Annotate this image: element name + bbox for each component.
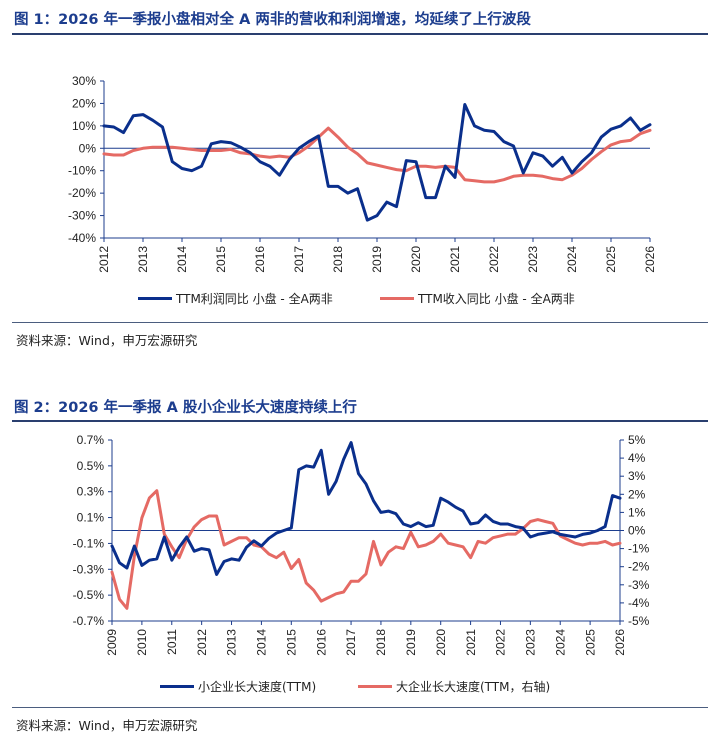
x-tick-label: 2019	[370, 246, 384, 273]
right-y-tick-label: -4%	[628, 596, 650, 610]
legend-label-revenue: TTM收入同比 小盘 - 全A两非	[418, 292, 575, 306]
x-tick-label: 2010	[135, 629, 149, 656]
series-line-large-firm	[110, 489, 622, 610]
figure2-legend-large: 大企业长大速度(TTM，右轴)	[358, 678, 550, 695]
right-y-tick-label: -5%	[628, 614, 650, 628]
figure2-bottom-rule	[12, 707, 708, 708]
figure1-title: 图 1：2026 年一季报小盘相对全 A 两非的营收和利润增速，均延续了上行波段	[14, 12, 531, 28]
x-tick-label: 2013	[225, 629, 239, 656]
x-tick-label: 2016	[314, 629, 328, 656]
x-tick-label: 2022	[487, 246, 501, 273]
x-tick-label: 2021	[464, 629, 478, 656]
legend-swatch-navy	[160, 685, 194, 688]
x-tick-label: 2026	[613, 629, 627, 656]
x-tick-label: 2020	[409, 246, 423, 273]
right-y-tick-label: 0%	[628, 524, 646, 538]
left-y-tick-label: 0.5%	[77, 459, 105, 473]
legend-swatch-salmon	[380, 297, 414, 300]
x-tick-label: 2014	[175, 246, 189, 273]
left-y-tick-label: 0.3%	[77, 485, 105, 499]
figure1-source: 资料来源：Wind，申万宏源研究	[16, 333, 198, 348]
x-tick-label: 2025	[583, 629, 597, 656]
x-tick-label: 2022	[494, 629, 508, 656]
legend-label-profit: TTM利润同比 小盘 - 全A两非	[176, 292, 333, 306]
left-y-tick-label: -0.5%	[73, 588, 105, 602]
x-tick-label: 2018	[331, 246, 345, 273]
right-y-tick-label: -3%	[628, 578, 650, 592]
series-line-profit	[102, 103, 652, 222]
series-line-small-firm	[110, 441, 622, 576]
legend-swatch-salmon	[358, 685, 392, 688]
right-y-tick-label: 2%	[628, 487, 646, 501]
left-y-tick-label: -0.3%	[73, 562, 105, 576]
x-tick-label: 2023	[524, 629, 538, 656]
y-tick-label: 30%	[72, 74, 96, 88]
figure2-title: 图 2：2026 年一季报 A 股小企业长大速度持续上行	[14, 400, 357, 416]
left-y-tick-label: 0.1%	[77, 511, 105, 525]
x-tick-label: 2014	[255, 629, 269, 656]
x-tick-label: 2018	[374, 629, 388, 656]
y-tick-label: 10%	[72, 119, 96, 133]
right-y-tick-label: 5%	[628, 433, 646, 447]
x-tick-label: 2021	[448, 246, 462, 273]
right-y-tick-label: -1%	[628, 542, 650, 556]
x-tick-label: 2025	[604, 246, 618, 273]
x-tick-label: 2024	[553, 629, 567, 656]
x-tick-label: 2013	[136, 246, 150, 273]
x-tick-label: 2015	[284, 629, 298, 656]
right-y-tick-label: 4%	[628, 451, 646, 465]
figure2-legend-small: 小企业长大速度(TTM)	[160, 678, 316, 695]
y-tick-label: -10%	[68, 164, 96, 178]
series-line-revenue	[102, 126, 652, 184]
figure1-legend-profit: TTM利润同比 小盘 - 全A两非	[138, 290, 333, 307]
y-tick-label: -30%	[68, 209, 96, 223]
figure1-bottom-rule	[12, 322, 708, 323]
x-tick-label: 2017	[292, 246, 306, 273]
x-tick-label: 2024	[565, 246, 579, 273]
right-y-tick-label: 3%	[628, 469, 646, 483]
x-tick-label: 2026	[643, 246, 657, 273]
x-tick-label: 2011	[165, 629, 179, 655]
x-tick-label: 2015	[214, 246, 228, 273]
y-tick-label: -40%	[68, 231, 96, 245]
right-y-tick-label: -2%	[628, 560, 650, 574]
left-y-tick-label: 0.7%	[77, 433, 105, 447]
legend-label-large: 大企业长大速度(TTM，右轴)	[396, 680, 551, 694]
figure1-legend-revenue: TTM收入同比 小盘 - 全A两非	[380, 290, 575, 307]
x-tick-label: 2016	[253, 246, 267, 273]
x-tick-label: 2019	[404, 629, 418, 656]
legend-label-small: 小企业长大速度(TTM)	[198, 680, 317, 694]
x-tick-label: 2020	[434, 629, 448, 656]
figure2-chart: 0.7% 0.5% 0.3% 0.1% -0.1% -0.3% -0.5% -0.7% 5% 4%…	[73, 433, 650, 656]
x-tick-label: 2012	[195, 629, 209, 656]
x-tick-label: 2023	[526, 246, 540, 273]
left-y-tick-label: -0.1%	[73, 536, 105, 550]
figure2-source: 资料来源：Wind，申万宏源研究	[16, 718, 198, 733]
left-y-tick-label: -0.7%	[73, 614, 105, 628]
x-tick-label: 2012	[97, 246, 111, 273]
figure1-top-rule	[12, 33, 708, 35]
x-tick-label: 2017	[344, 629, 358, 656]
x-tick-label: 2009	[105, 629, 119, 656]
y-tick-label: -20%	[68, 186, 96, 200]
figure1-chart: 30% 20% 10% 0% -10% -20% -30% -40%2012 2013 2014 2…	[68, 74, 657, 273]
figure2-top-rule	[12, 420, 708, 422]
y-tick-label: 0%	[79, 141, 97, 155]
y-tick-label: 20%	[72, 96, 96, 110]
legend-swatch-navy	[138, 297, 172, 300]
right-y-tick-label: 1%	[628, 505, 646, 519]
